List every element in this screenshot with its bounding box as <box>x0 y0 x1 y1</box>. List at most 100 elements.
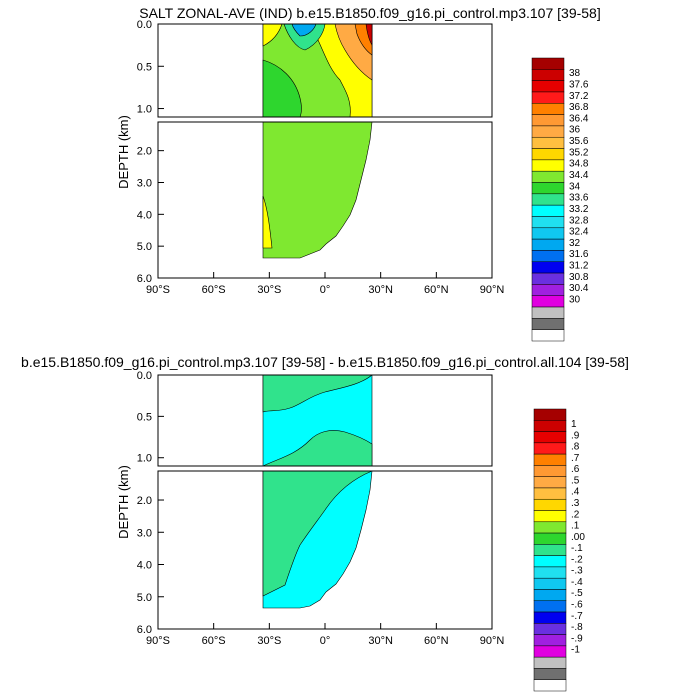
panel-1-y-ticks: 0.0 0.5 1.0 2.0 3.0 4.0 5.0 6.0 <box>137 19 164 285</box>
y-tick-label: 1.0 <box>137 453 152 465</box>
colorbar-swatch <box>533 600 567 613</box>
colorbar-swatch <box>531 125 565 138</box>
colorbar-swatch <box>531 103 565 115</box>
p2-field-green-lower <box>262 470 373 597</box>
colorbar-swatch <box>531 69 565 81</box>
x-tick-label: 0° <box>320 635 331 647</box>
panel-2-ylabel: DEPTH (km) <box>116 465 131 539</box>
p2-field-green-mid <box>262 430 373 467</box>
colorbar-label: .3 <box>571 498 580 509</box>
colorbar-label: -.2 <box>571 554 583 565</box>
colorbar-swatch <box>533 679 567 692</box>
colorbar-label: -.9 <box>571 633 583 644</box>
colorbar-label: .6 <box>571 464 580 475</box>
colorbar-swatch <box>533 544 567 556</box>
colorbar-swatch <box>533 623 567 635</box>
colorbar-label: .1 <box>571 521 580 532</box>
x-tick-label: 30°S <box>257 284 281 296</box>
colorbar-swatch <box>531 57 565 70</box>
colorbar-label: .9 <box>571 430 580 441</box>
colorbar-label: -.7 <box>571 611 583 622</box>
colorbar-label: 31.2 <box>569 261 589 272</box>
panel-2: b.e15.B1850.f09_g16.pi_control.mp3.107 [… <box>21 354 629 692</box>
p1-field-red-surface <box>365 23 373 47</box>
colorbar-swatch <box>531 227 565 240</box>
colorbar-swatch <box>533 431 567 444</box>
colorbar-swatch <box>531 159 565 172</box>
x-tick-label: 90°N <box>480 635 505 647</box>
colorbar-label: .00 <box>571 532 585 543</box>
colorbar-swatch <box>531 91 565 104</box>
colorbar-swatch <box>531 136 565 149</box>
colorbar-label: .4 <box>571 487 580 498</box>
colorbar-swatch <box>533 487 567 500</box>
colorbar-label: 32.4 <box>569 227 589 238</box>
colorbar-swatch <box>533 476 567 489</box>
colorbar-label: 30 <box>569 295 581 306</box>
colorbar-swatch <box>531 182 565 195</box>
y-tick-label: 5.0 <box>137 241 152 253</box>
y-tick-label: 2.0 <box>137 495 152 507</box>
colorbar-swatch <box>531 193 565 206</box>
p1-field-cyan-surface <box>283 23 326 51</box>
colorbar-swatch <box>533 566 567 579</box>
panel-1-ylabel: DEPTH (km) <box>116 115 131 189</box>
p2-field-green-surface <box>262 374 373 413</box>
colorbar-swatch <box>531 250 565 263</box>
colorbar-swatch <box>533 498 567 511</box>
colorbar-label: 35.6 <box>569 136 589 147</box>
panel-1-upper-frame <box>157 23 493 118</box>
y-tick-label: 0.0 <box>137 370 152 382</box>
x-tick-label: 60°S <box>202 284 226 296</box>
colorbar-label: 34.4 <box>569 170 589 181</box>
colorbar-label: 36 <box>569 125 581 136</box>
colorbar-swatch <box>533 611 567 624</box>
colorbar-swatch <box>533 589 567 602</box>
panel-1-colorbar: 3837.637.236.836.43635.635.234.834.43433… <box>531 57 589 342</box>
colorbar-swatch <box>533 453 567 466</box>
colorbar-label: 32 <box>569 238 581 249</box>
colorbar-label: 34.8 <box>569 159 589 170</box>
colorbar-label: 36.8 <box>569 102 589 113</box>
colorbar-swatch <box>531 306 565 319</box>
y-tick-label: 5.0 <box>137 592 152 604</box>
colorbar-label: 35.2 <box>569 147 589 158</box>
colorbar-label: -.1 <box>571 543 583 554</box>
panel-2-x-ticks: 90°S 60°S 30°S 0° 30°N 60°N 90°N <box>146 623 504 647</box>
y-tick-label: 6.0 <box>137 273 152 285</box>
p1-field-blue-surface <box>291 23 317 37</box>
panel-2-title: b.e15.B1850.f09_g16.pi_control.mp3.107 [… <box>21 354 629 370</box>
colorbar-label: -.5 <box>571 588 583 599</box>
colorbar-swatch <box>533 656 567 669</box>
colorbar-swatch <box>533 634 567 647</box>
colorbar-swatch <box>531 261 565 274</box>
panel-1: SALT ZONAL-AVE (IND) b.e15.B1850.f09_g16… <box>116 5 601 342</box>
y-tick-label: 0.5 <box>137 61 152 73</box>
y-tick-label: 4.0 <box>137 209 152 221</box>
y-tick-label: 6.0 <box>137 624 152 636</box>
y-tick-label: 2.0 <box>137 146 152 158</box>
colorbar-label: -.3 <box>571 566 583 577</box>
x-tick-label: 90°S <box>146 635 170 647</box>
colorbar-swatch <box>531 114 565 127</box>
colorbar-swatch <box>531 216 565 229</box>
colorbar-label: .7 <box>571 453 580 464</box>
panel-2-upper-frame <box>157 374 493 467</box>
colorbar-swatch <box>533 645 567 658</box>
panel-2-field <box>262 374 373 609</box>
colorbar-label: 32.8 <box>569 215 589 226</box>
colorbar-label: 30.4 <box>569 283 589 294</box>
colorbar-swatch <box>531 295 565 308</box>
colorbar-swatch <box>533 577 567 590</box>
x-tick-label: 30°N <box>368 635 393 647</box>
colorbar-swatch <box>531 272 565 285</box>
colorbar-swatch <box>531 80 565 93</box>
p1-field-yellow-deep-south <box>262 195 273 249</box>
colorbar-swatch <box>533 408 567 421</box>
colorbar-label: 36.4 <box>569 113 589 124</box>
colorbar-label: 38 <box>569 68 581 79</box>
colorbar-label: -.6 <box>571 600 583 611</box>
y-tick-label: 4.0 <box>137 560 152 572</box>
y-tick-label: 3.0 <box>137 527 152 539</box>
